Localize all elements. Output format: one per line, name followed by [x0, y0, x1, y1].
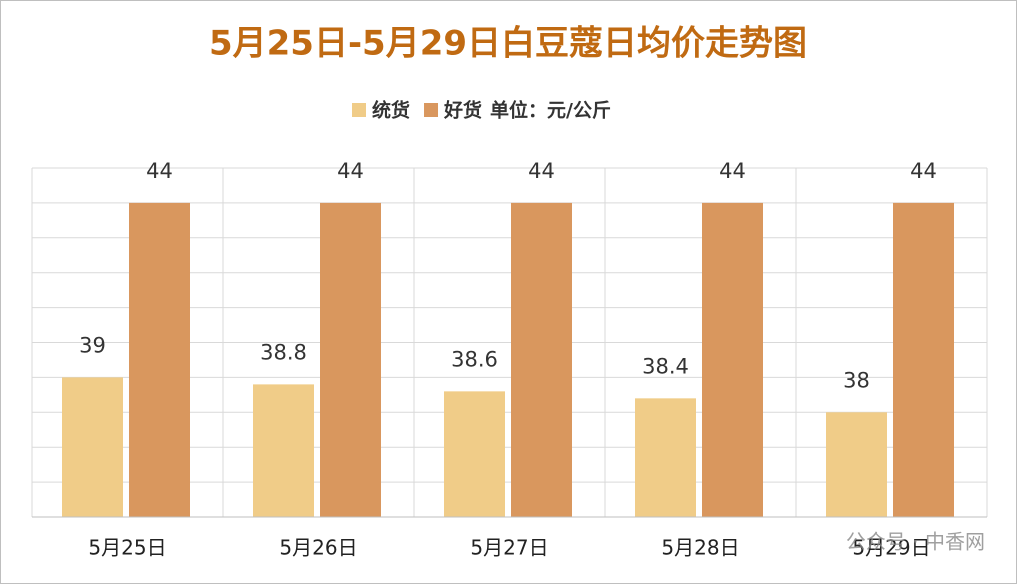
bar [635, 398, 696, 517]
value-label: 39 [79, 333, 106, 357]
bar [62, 377, 123, 517]
bar [444, 391, 505, 517]
value-label: 38.6 [451, 347, 498, 371]
bar [129, 202, 190, 517]
value-label: 44 [337, 159, 364, 183]
bar [826, 412, 887, 517]
unit-label: 单位：元/公斤 [490, 99, 611, 122]
x-tick-label: 5月27日 [470, 536, 548, 560]
x-tick-label: 5月28日 [661, 536, 739, 560]
watermark: 公众号 · 中香网 [846, 530, 985, 554]
legend-swatch [424, 103, 439, 117]
x-tick-label: 5月25日 [88, 536, 166, 560]
bar [893, 202, 954, 517]
chart-title: 5月25日-5月29日白豆蔻日均价走势图 [209, 24, 807, 64]
value-label: 44 [910, 159, 937, 183]
legend-label: 好货 [443, 99, 482, 122]
value-label: 38 [843, 368, 870, 392]
x-tick-label: 5月29日 [852, 536, 930, 560]
bar [253, 384, 314, 517]
legend-label: 统货 [372, 99, 410, 122]
value-label: 44 [146, 159, 173, 183]
value-label: 38.4 [642, 354, 689, 378]
x-tick-label: 5月26日 [279, 536, 357, 560]
value-label: 44 [528, 159, 555, 183]
bar [320, 202, 381, 517]
legend-swatch [352, 103, 366, 117]
bar [511, 202, 572, 517]
value-label: 44 [719, 159, 746, 183]
bar [702, 202, 763, 517]
value-label: 38.8 [260, 340, 307, 364]
